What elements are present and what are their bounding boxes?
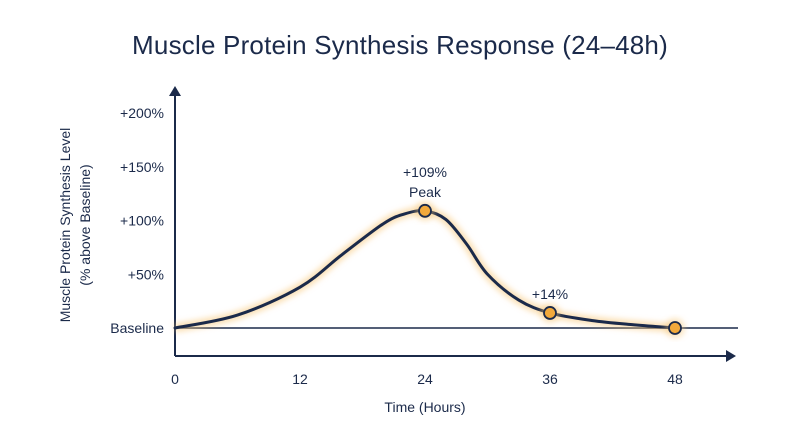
y-tick-label: Baseline bbox=[110, 320, 164, 336]
y-axis-title: Muscle Protein Synthesis Level bbox=[57, 128, 73, 323]
y-axis-subtitle: (% above Baseline) bbox=[77, 164, 93, 285]
synthesis-curve bbox=[173, 209, 677, 330]
y-axis-arrow-icon bbox=[169, 86, 181, 96]
x-tick-label: 24 bbox=[417, 371, 433, 387]
data-point bbox=[543, 306, 557, 320]
x-axis-arrow-icon bbox=[726, 350, 736, 362]
y-tick-label: +200% bbox=[120, 105, 164, 121]
data-label: +14% bbox=[532, 286, 568, 302]
y-tick-label: +50% bbox=[128, 266, 164, 282]
x-tick-label: 36 bbox=[542, 371, 558, 387]
x-tick-label: 0 bbox=[171, 371, 179, 387]
x-axis-title: Time (Hours) bbox=[384, 399, 465, 415]
chart-title: Muscle Protein Synthesis Response (24–48… bbox=[132, 30, 668, 60]
x-tick-label: 48 bbox=[667, 371, 683, 387]
data-label: Peak bbox=[409, 184, 442, 200]
x-tick-label: 12 bbox=[292, 371, 308, 387]
data-point bbox=[668, 321, 682, 335]
y-tick-label: +150% bbox=[120, 159, 164, 175]
data-label: +109% bbox=[403, 164, 447, 180]
y-tick-label: +100% bbox=[120, 213, 164, 229]
data-point bbox=[418, 203, 432, 218]
